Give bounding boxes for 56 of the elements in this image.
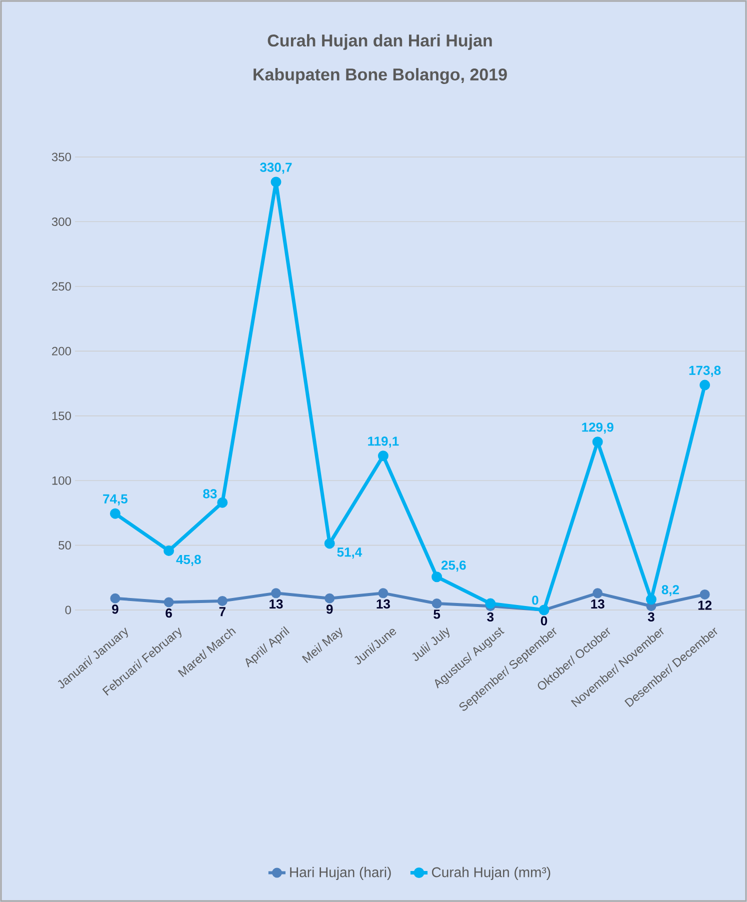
y-tick-label: 150: [52, 412, 71, 420]
data-label: 8,2: [662, 585, 679, 596]
point: [217, 596, 228, 606]
data-label: 13: [591, 599, 604, 609]
data-label: 9: [326, 604, 333, 614]
point: [592, 436, 603, 448]
data-label: 74,5: [103, 494, 128, 506]
point: [110, 593, 120, 604]
data-label: 0: [532, 596, 538, 605]
data-label: 3: [487, 612, 494, 622]
point: [324, 593, 335, 604]
chart-title: Curah Hujan dan Hari Hujan: [268, 34, 492, 50]
data-label: 7: [219, 607, 226, 616]
data-label: 13: [376, 599, 390, 609]
point: [324, 538, 335, 549]
data-label: 330,7: [260, 162, 292, 174]
y-tick-label: 200: [52, 346, 71, 356]
data-label: 0: [540, 616, 548, 626]
data-label: 9: [112, 604, 118, 614]
point: [485, 598, 496, 609]
point: [164, 545, 174, 556]
x-tick-label: Juli/ July: [412, 628, 450, 661]
point: [270, 176, 282, 188]
y-tick-label: 0: [65, 606, 72, 614]
point: [217, 497, 228, 508]
data-label: 6: [166, 608, 172, 618]
data-label: 51,4: [337, 548, 362, 559]
data-label: 25,6: [441, 560, 466, 572]
point: [646, 594, 656, 605]
point: [164, 597, 174, 608]
data-label: 13: [270, 599, 283, 609]
data-label: 5: [434, 610, 440, 619]
y-tick-label: 100: [52, 476, 71, 485]
y-tick-label: 300: [52, 217, 71, 226]
data-label: 173,8: [689, 366, 721, 377]
y-tick-label: 50: [58, 541, 71, 550]
point: [432, 572, 442, 582]
y-tick-label: 350: [52, 152, 71, 162]
data-label: 129,9: [582, 422, 614, 434]
legend-label: Hari Hujan (hari): [290, 866, 391, 880]
point: [592, 588, 603, 598]
data-label: 83: [203, 489, 217, 498]
data-label: 3: [648, 612, 654, 622]
point: [110, 508, 120, 519]
chart-subtitle: Kabupaten Bone Bolango, 2019: [254, 68, 507, 84]
y-tick-label: 250: [52, 282, 71, 291]
point: [378, 450, 388, 462]
data-label: 119,1: [368, 436, 399, 448]
point: [271, 588, 281, 598]
point: [700, 589, 710, 600]
point: [700, 380, 710, 390]
point: [378, 588, 388, 598]
data-label: 45,8: [176, 554, 201, 566]
legend-label: Curah Hujan (mm³): [432, 866, 550, 880]
point: [432, 598, 442, 609]
data-label: 12: [698, 600, 712, 610]
